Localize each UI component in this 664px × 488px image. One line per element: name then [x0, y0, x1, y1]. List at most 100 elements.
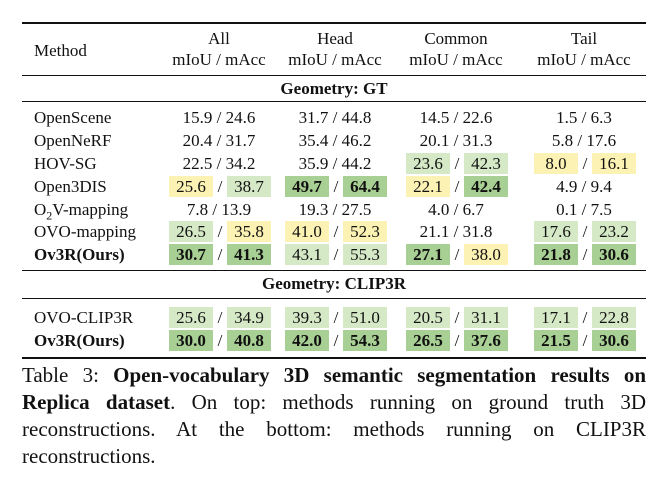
macc-value: 22.6 [462, 108, 493, 127]
macc-value: 54.3 [343, 330, 387, 351]
metric-cell: 35.4 / 46.2 [280, 129, 390, 152]
group-header-common: Common [424, 29, 488, 48]
miou-value: 25.6 [169, 176, 213, 197]
macc-value: 52.3 [343, 221, 387, 242]
macc-value: 44.2 [341, 154, 372, 173]
method-name: OpenNeRF [34, 131, 112, 150]
miou-value: 41.0 [285, 221, 329, 242]
slash-separator: / [454, 154, 460, 173]
miou-value: 35.4 [298, 131, 329, 150]
slash-separator: / [212, 131, 226, 150]
metric-cell: 7.8 / 13.9 [164, 198, 274, 221]
miou-value: 4.0 [428, 200, 450, 219]
macc-value: 37.6 [464, 330, 508, 351]
miou-value: 27.1 [406, 244, 450, 265]
miou-value: 22.5 [182, 154, 213, 173]
miou-value: 35.9 [298, 154, 329, 173]
metric-cell: 0.1 / 7.5 [529, 198, 639, 221]
slash-separator: / [449, 200, 463, 219]
miou-value: 15.9 [182, 108, 213, 127]
slash-separator: / [582, 245, 588, 264]
method-name: Ov3R(Ours) [34, 331, 125, 350]
macc-value: 31.1 [464, 307, 508, 328]
macc-value: 7.5 [590, 200, 612, 219]
miou-value: 26.5 [406, 330, 450, 351]
miou-value: 26.5 [169, 221, 213, 242]
slash-separator: / [449, 108, 463, 127]
miou-value: 43.1 [285, 244, 329, 265]
miou-value: 20.5 [406, 307, 450, 328]
miou-value: 14.5 [419, 108, 450, 127]
metric-header-common: mIoU / mAcc [409, 50, 503, 69]
slash-separator: / [217, 331, 223, 350]
slash-separator: / [333, 245, 339, 264]
macc-value: 42.3 [464, 153, 508, 174]
slash-separator: / [449, 222, 463, 241]
macc-value: 42.4 [464, 176, 508, 197]
macc-value: 13.9 [221, 200, 252, 219]
miou-value: 42.0 [285, 330, 329, 351]
slash-separator: / [582, 331, 588, 350]
caption-body: . On top: methods running on ground trut… [22, 390, 646, 468]
macc-value: 38.7 [227, 176, 271, 197]
slash-separator: / [449, 131, 463, 150]
miou-value: 25.6 [169, 307, 213, 328]
metric-cell: 21.1 / 31.8 [401, 220, 511, 243]
slash-separator: / [328, 131, 342, 150]
slash-separator: / [217, 245, 223, 264]
miou-value: 5.8 [551, 131, 574, 150]
method-name: OVO-mapping [34, 222, 136, 241]
method-name: O2V-mapping [34, 200, 129, 223]
miou-value: 4.9 [556, 177, 578, 196]
slash-separator: / [217, 177, 223, 196]
group-header-all: All [208, 29, 230, 48]
slash-separator: / [577, 200, 591, 219]
macc-value: 17.6 [586, 131, 617, 150]
method-name: HOV-SG [34, 154, 97, 173]
slash-separator: / [454, 331, 460, 350]
macc-value: 41.3 [227, 244, 271, 265]
metric-cell: 15.9 / 24.6 [164, 106, 274, 129]
caption-label: Table 3: [22, 363, 114, 387]
header-rule [22, 75, 646, 76]
macc-value: 30.6 [592, 244, 636, 265]
macc-value: 22.8 [592, 307, 636, 328]
macc-value: 35.8 [227, 221, 271, 242]
miou-value: 23.6 [406, 153, 450, 174]
macc-value: 64.4 [343, 176, 387, 197]
table-row: Open3DIS 25.6/38.7 49.7/64.4 22.1/42.4 4.9 /… [0, 175, 664, 198]
metric-cell: 14.5 / 22.6 [401, 106, 511, 129]
slash-separator: / [454, 245, 460, 264]
metric-header-tail: mIoU / mAcc [537, 50, 631, 69]
macc-value: 51.0 [343, 307, 387, 328]
slash-separator: / [328, 154, 342, 173]
metric-header-head: mIoU / mAcc [288, 50, 382, 69]
table-row: OpenNeRF 20.4 / 31.7 35.4 / 46.2 20.1 / 31.… [0, 129, 664, 152]
miou-value: 30.0 [169, 330, 213, 351]
macc-value: 9.4 [590, 177, 612, 196]
macc-value: 30.6 [592, 330, 636, 351]
miou-value: 22.1 [406, 176, 450, 197]
macc-value: 46.2 [341, 131, 372, 150]
slash-separator: / [333, 177, 339, 196]
metric-cell: 4.0 / 6.7 [401, 198, 511, 221]
method-column-header: Method [34, 41, 87, 60]
macc-value: 34.2 [225, 154, 256, 173]
slash-separator: / [208, 200, 222, 219]
slash-separator: / [212, 154, 226, 173]
table-row: Ov3R(Ours) 30.0/40.8 42.0/54.3 26.5/37.6 21.… [0, 329, 664, 352]
section-rule-gt [22, 101, 646, 102]
macc-value: 27.5 [341, 200, 372, 219]
metric-cell: 20.1 / 31.3 [401, 129, 511, 152]
macc-value: 6.7 [462, 200, 484, 219]
miou-value: 20.1 [419, 131, 450, 150]
metric-header-all: mIoU / mAcc [172, 50, 266, 69]
miou-value: 49.7 [285, 176, 329, 197]
bottom-rule [22, 357, 646, 359]
slash-separator: / [333, 222, 339, 241]
miou-value: 21.1 [419, 222, 450, 241]
miou-value: 0.1 [556, 200, 578, 219]
miou-value: 17.1 [534, 307, 578, 328]
macc-value: 31.7 [225, 131, 256, 150]
slash-separator: / [577, 177, 591, 196]
